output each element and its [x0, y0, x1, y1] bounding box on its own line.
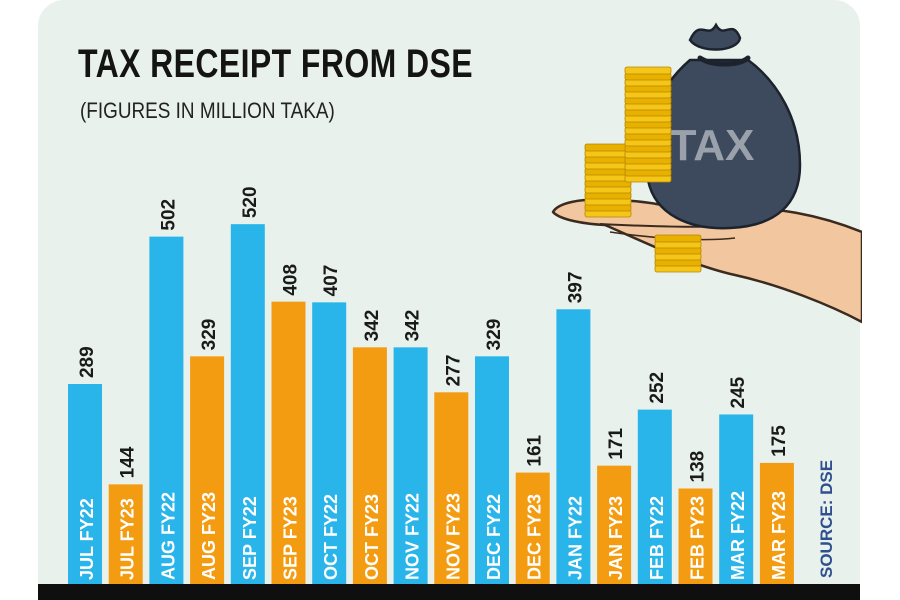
tax-bag-illustration: TAX — [551, 22, 862, 324]
value-label: 277 — [443, 355, 464, 387]
value-label: 397 — [565, 272, 586, 304]
bar-jul-fy23 — [108, 484, 143, 584]
category-label: JUL FY22 — [77, 498, 97, 580]
bar-sep-fy22 — [230, 224, 265, 584]
value-label: 289 — [77, 346, 98, 378]
chart-subtitle: (FIGURES IN MILLION TAKA) — [80, 98, 335, 123]
category-label: DEC FY22 — [484, 494, 504, 580]
category-label: OCT FY22 — [321, 494, 341, 580]
category-label: AUG FY22 — [158, 492, 178, 580]
bar-oct-fy23 — [352, 347, 387, 584]
value-label: 329 — [484, 319, 505, 351]
bar-jan-fy22 — [556, 309, 591, 584]
bar-jan-fy23 — [597, 465, 632, 584]
source-label: SOURCE: DSE — [817, 460, 836, 578]
category-label: FEB FY22 — [647, 496, 667, 580]
bar-aug-fy22 — [149, 236, 184, 584]
bar-nov-fy23 — [434, 392, 469, 584]
tax-label: TAX — [670, 121, 755, 170]
category-label: FEB FY23 — [688, 496, 708, 580]
value-label: 342 — [362, 310, 383, 342]
value-label: 329 — [199, 319, 220, 351]
value-label: 245 — [728, 376, 749, 408]
value-label: 408 — [281, 264, 302, 296]
value-label: 342 — [403, 310, 424, 342]
value-label: 502 — [158, 199, 179, 231]
category-label: AUG FY23 — [199, 492, 219, 580]
bar-feb-fy22 — [637, 409, 672, 584]
value-label: 138 — [688, 451, 709, 483]
bar-feb-fy23 — [678, 488, 713, 584]
category-label: NOV FY23 — [443, 493, 463, 580]
chart-title: TAX RECEIPT FROM DSE — [78, 42, 473, 86]
money-bag-icon: TAX — [644, 22, 802, 230]
category-label: JAN FY23 — [606, 496, 626, 580]
bar-dec-fy23 — [515, 472, 550, 584]
category-label: NOV FY22 — [403, 493, 423, 580]
category-label: MAR FY23 — [769, 491, 789, 580]
bar-mar-fy22 — [719, 414, 754, 584]
bottom-bar — [38, 584, 860, 600]
bar-jul-fy22 — [68, 384, 102, 584]
value-label: 171 — [606, 428, 627, 460]
category-label: OCT FY23 — [362, 494, 382, 580]
value-label: 520 — [240, 186, 261, 218]
value-label: 144 — [118, 446, 139, 478]
value-label: 407 — [321, 265, 342, 297]
bar-dec-fy22 — [475, 356, 509, 584]
coin-stacks-icon — [584, 66, 702, 273]
bar-aug-fy23 — [190, 356, 225, 584]
bar-nov-fy22 — [393, 347, 428, 584]
category-label: JAN FY22 — [565, 496, 585, 580]
bar-mar-fy23 — [759, 462, 794, 584]
category-label: SEP FY22 — [240, 496, 260, 580]
value-label: 252 — [647, 372, 668, 404]
category-label: SEP FY23 — [281, 496, 301, 580]
value-label: 161 — [525, 434, 546, 466]
category-label: DEC FY23 — [525, 494, 545, 580]
category-label: MAR FY22 — [728, 491, 748, 580]
category-label: JUL FY23 — [118, 498, 138, 580]
value-label: 175 — [769, 425, 790, 457]
bar-oct-fy22 — [312, 302, 347, 584]
bar-sep-fy23 — [271, 301, 306, 584]
